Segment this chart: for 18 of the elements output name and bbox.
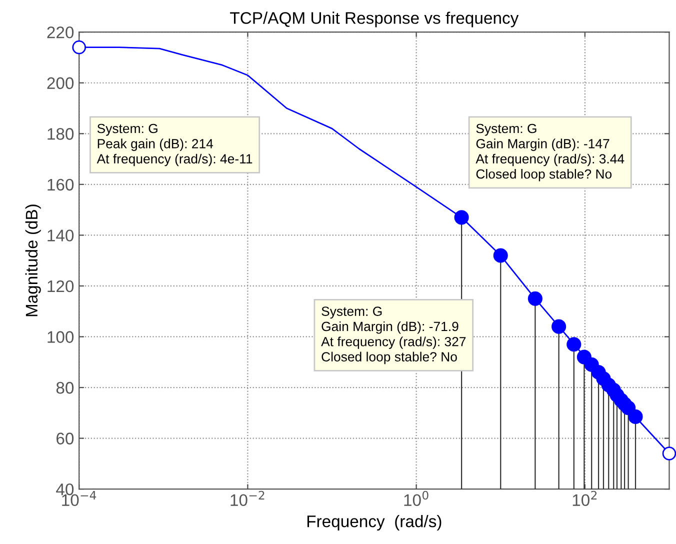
y-tick-label: 120 bbox=[48, 280, 74, 292]
annotation: System: G Peak gain (dB): 214 At frequency (rad/s): 4e-11 bbox=[96, 124, 252, 166]
y-tick-label: 220 bbox=[47, 26, 74, 38]
x-tick-label: 10$^{0}$ bbox=[404, 490, 428, 506]
y-tick-label: 140 bbox=[48, 230, 74, 242]
y-tick-label: 180 bbox=[48, 128, 74, 140]
x-tick-label: 10$^{2}$ bbox=[572, 490, 597, 506]
y-axis-title: Magnitude (dB) bbox=[25, 204, 41, 316]
x-axis-title: Frequency (rad/s) bbox=[307, 515, 442, 531]
y-tick-label: 80 bbox=[56, 382, 74, 394]
y-tick-label: 160 bbox=[48, 178, 74, 191]
y-tick-label: 100 bbox=[48, 331, 74, 343]
annotation: System: G Gain Margin (dB): -147 At frequency (rad/s): 3.44 Closed loop stable? No bbox=[476, 124, 624, 182]
y-tick-label: 60 bbox=[56, 432, 74, 444]
annotation: System: G Gain Margin (dB): -71.9 At frequency (rad/s): 327 Closed loop stable? No bbox=[321, 306, 466, 364]
y-tick-label: 200 bbox=[47, 77, 74, 90]
x-tick-label: 10$^{−2}$ bbox=[230, 490, 264, 506]
chart-title: TCP/AQM Unit Response vs frequency bbox=[230, 12, 519, 28]
